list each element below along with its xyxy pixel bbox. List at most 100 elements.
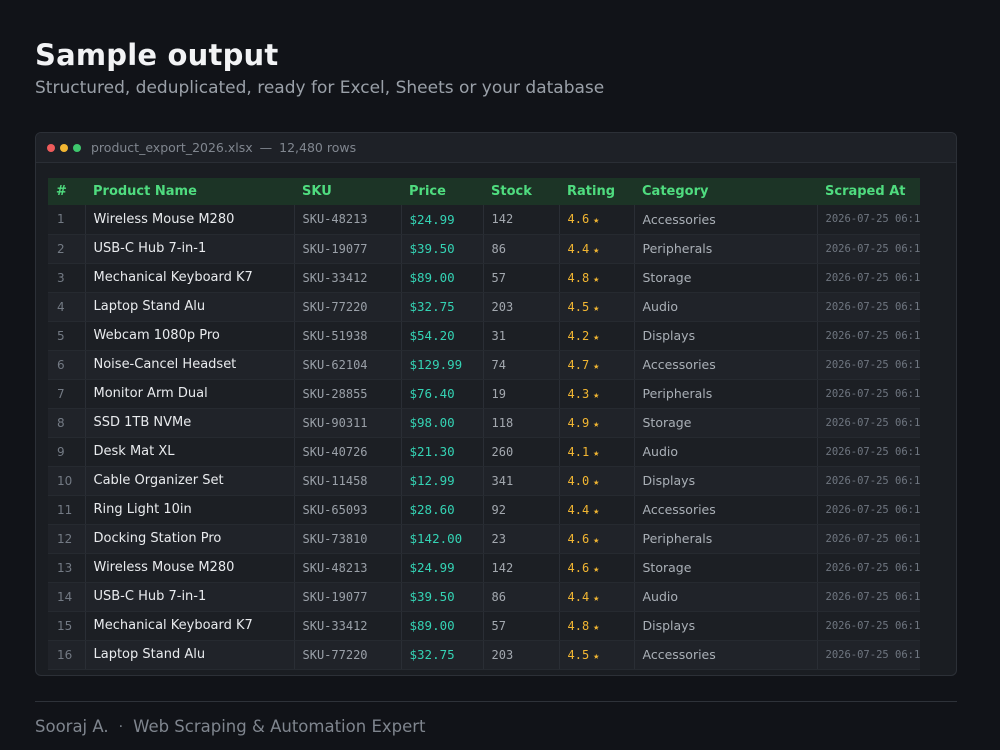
table-row[interactable]: 5 Webcam 1080p Pro SKU-51938 $54.20 31 4.2 ★ Di…	[48, 321, 920, 351]
table-row[interactable]: 8 SSD 1TB NVMe SKU-90311 $98.00 118 4.9 ★ Stora…	[48, 408, 920, 438]
cell-price[interactable]: $89.00	[401, 263, 484, 293]
cell-row-number[interactable]: 6	[48, 350, 86, 380]
cell-rating[interactable]: 4.4 ★	[559, 234, 635, 264]
cell-product-name[interactable]: Cable Organizer Set	[85, 466, 295, 496]
cell-scraped-at[interactable]: 2026-07-25 06:11	[817, 524, 920, 554]
close-dot-icon[interactable]	[47, 143, 55, 152]
cell-product-name[interactable]: SSD 1TB NVMe	[85, 408, 295, 438]
cell-rating[interactable]: 4.2 ★	[559, 321, 635, 351]
table-row[interactable]: 11 Ring Light 10in SKU-65093 $28.60 92 4.4 ★ Ac…	[48, 495, 920, 525]
cell-row-number[interactable]: 1	[48, 205, 86, 235]
cell-stock[interactable]: 19	[483, 379, 560, 409]
cell-product-name[interactable]: Mechanical Keyboard K7	[85, 263, 295, 293]
cell-row-number[interactable]: 12	[48, 524, 86, 554]
cell-sku[interactable]: SKU-11458	[294, 466, 402, 496]
table-row[interactable]: 15 Mechanical Keyboard K7 SKU-33412 $89.00 5…	[48, 611, 920, 641]
cell-stock[interactable]: 23	[483, 524, 560, 554]
cell-row-number[interactable]: 3	[48, 263, 86, 293]
column-header-number[interactable]: #	[56, 184, 67, 199]
cell-category[interactable]: Displays	[634, 466, 818, 496]
cell-stock[interactable]: 142	[483, 205, 560, 235]
cell-sku[interactable]: SKU-73810	[294, 524, 402, 554]
cell-price[interactable]: $28.60	[401, 495, 484, 525]
cell-stock[interactable]: 57	[483, 263, 560, 293]
cell-row-number[interactable]: 10	[48, 466, 86, 496]
cell-price[interactable]: $21.30	[401, 437, 484, 467]
cell-scraped-at[interactable]: 2026-07-25 06:14	[817, 321, 920, 351]
cell-price[interactable]: $98.00	[401, 408, 484, 438]
cell-sku[interactable]: SKU-33412	[294, 263, 402, 293]
cell-product-name[interactable]: Docking Station Pro	[85, 524, 295, 554]
cell-price[interactable]: $39.50	[401, 234, 484, 264]
cell-row-number[interactable]: 9	[48, 437, 86, 467]
cell-category[interactable]: Accessories	[634, 205, 818, 235]
cell-scraped-at[interactable]: 2026-07-25 06:15	[817, 640, 920, 670]
minimize-dot-icon[interactable]	[60, 143, 68, 152]
cell-category[interactable]: Audio	[634, 437, 818, 467]
cell-product-name[interactable]: Mechanical Keyboard K7	[85, 611, 295, 641]
cell-stock[interactable]: 142	[483, 553, 560, 583]
cell-price[interactable]: $89.00	[401, 611, 484, 641]
cell-sku[interactable]: SKU-19077	[294, 582, 402, 612]
cell-product-name[interactable]: Wireless Mouse M280	[85, 553, 295, 583]
cell-row-number[interactable]: 8	[48, 408, 86, 438]
cell-scraped-at[interactable]: 2026-07-25 06:17	[817, 408, 920, 438]
cell-scraped-at[interactable]: 2026-07-25 06:13	[817, 292, 920, 322]
cell-row-number[interactable]: 14	[48, 582, 86, 612]
cell-product-name[interactable]: USB-C Hub 7-in-1	[85, 582, 295, 612]
table-row[interactable]: 9 Desk Mat XL SKU-40726 $21.30 260 4.1 ★ Audio 2…	[48, 437, 920, 467]
cell-stock[interactable]: 74	[483, 350, 560, 380]
column-header-category[interactable]: Category	[642, 184, 709, 199]
cell-product-name[interactable]: Laptop Stand Alu	[85, 292, 295, 322]
cell-stock[interactable]: 92	[483, 495, 560, 525]
cell-sku[interactable]: SKU-77220	[294, 640, 402, 670]
column-header-price[interactable]: Price	[409, 184, 446, 199]
cell-product-name[interactable]: Noise-Cancel Headset	[85, 350, 295, 380]
cell-product-name[interactable]: USB-C Hub 7-in-1	[85, 234, 295, 264]
cell-sku[interactable]: SKU-51938	[294, 321, 402, 351]
cell-rating[interactable]: 4.6 ★	[559, 205, 635, 235]
table-row[interactable]: 4 Laptop Stand Alu SKU-77220 $32.75 203 4.5 ★ A…	[48, 292, 920, 322]
cell-rating[interactable]: 4.4 ★	[559, 495, 635, 525]
cell-rating[interactable]: 4.8 ★	[559, 263, 635, 293]
cell-price[interactable]: $142.00	[401, 524, 484, 554]
cell-price[interactable]: $24.99	[401, 205, 484, 235]
cell-stock[interactable]: 341	[483, 466, 560, 496]
cell-row-number[interactable]: 4	[48, 292, 86, 322]
cell-price[interactable]: $24.99	[401, 553, 484, 583]
cell-sku[interactable]: SKU-65093	[294, 495, 402, 525]
cell-category[interactable]: Audio	[634, 582, 818, 612]
cell-stock[interactable]: 118	[483, 408, 560, 438]
column-header-rating[interactable]: Rating	[567, 184, 616, 199]
cell-product-name[interactable]: Monitor Arm Dual	[85, 379, 295, 409]
table-row[interactable]: 3 Mechanical Keyboard K7 SKU-33412 $89.00 57…	[48, 263, 920, 293]
cell-stock[interactable]: 57	[483, 611, 560, 641]
cell-price[interactable]: $39.50	[401, 582, 484, 612]
cell-rating[interactable]: 4.3 ★	[559, 379, 635, 409]
cell-category[interactable]: Accessories	[634, 495, 818, 525]
maximize-dot-icon[interactable]	[73, 143, 81, 152]
cell-category[interactable]: Peripherals	[634, 524, 818, 554]
cell-product-name[interactable]: Ring Light 10in	[85, 495, 295, 525]
cell-price[interactable]: $12.99	[401, 466, 484, 496]
cell-scraped-at[interactable]: 2026-07-25 06:19	[817, 466, 920, 496]
cell-product-name[interactable]: Laptop Stand Alu	[85, 640, 295, 670]
cell-scraped-at[interactable]: 2026-07-25 06:11	[817, 234, 920, 264]
cell-row-number[interactable]: 7	[48, 379, 86, 409]
cell-category[interactable]: Storage	[634, 553, 818, 583]
cell-category[interactable]: Accessories	[634, 350, 818, 380]
cell-stock[interactable]: 203	[483, 292, 560, 322]
cell-scraped-at[interactable]: 2026-07-25 06:10	[817, 495, 920, 525]
cell-product-name[interactable]: Desk Mat XL	[85, 437, 295, 467]
cell-price[interactable]: $129.99	[401, 350, 484, 380]
cell-scraped-at[interactable]: 2026-07-25 06:12	[817, 553, 920, 583]
cell-row-number[interactable]: 16	[48, 640, 86, 670]
cell-scraped-at[interactable]: 2026-07-25 06:16	[817, 379, 920, 409]
cell-category[interactable]: Displays	[634, 611, 818, 641]
cell-row-number[interactable]: 2	[48, 234, 86, 264]
table-row[interactable]: 14 USB-C Hub 7-in-1 SKU-19077 $39.50 86 4.4 ★ A…	[48, 582, 920, 612]
cell-product-name[interactable]: Webcam 1080p Pro	[85, 321, 295, 351]
table-row[interactable]: 13 Wireless Mouse M280 SKU-48213 $24.99 142 4…	[48, 553, 920, 583]
table-row[interactable]: 6 Noise-Cancel Headset SKU-62104 $129.99 74 4…	[48, 350, 920, 380]
cell-stock[interactable]: 203	[483, 640, 560, 670]
